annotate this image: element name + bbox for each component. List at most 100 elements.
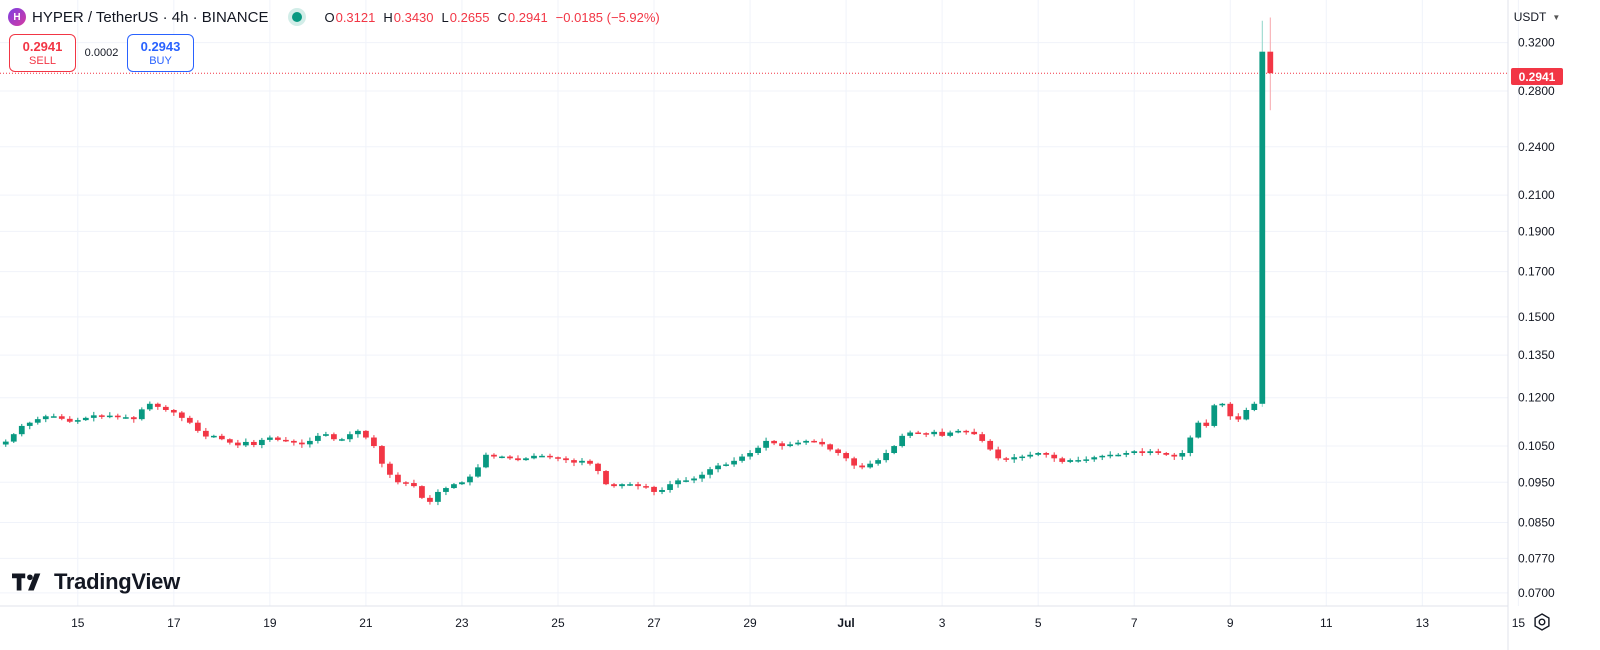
candle-body bbox=[963, 430, 970, 433]
ohlc-value: 0.2655 bbox=[449, 9, 490, 25]
last-price-label: 0.2941 bbox=[1511, 68, 1563, 85]
candle-body bbox=[419, 486, 425, 498]
candle-body bbox=[779, 443, 785, 447]
candle bbox=[971, 428, 978, 435]
price-axis[interactable]: 0.3200 0.2800 0.2400 0.2100 0.1900 0.1700 0.15… bbox=[1518, 36, 1555, 600]
candle bbox=[82, 416, 89, 421]
y-tick-label: 0.2800 bbox=[1518, 84, 1555, 98]
candle bbox=[923, 432, 930, 438]
candle bbox=[579, 458, 585, 466]
candle bbox=[931, 429, 938, 437]
time-axis[interactable]: 15 17 19 21 23 25 27 29 Jul 3 5 7 9 11 13 15 bbox=[71, 616, 1525, 630]
y-tick-label: 0.1350 bbox=[1518, 348, 1555, 362]
sell-button[interactable]: 0.2941 SELL bbox=[9, 34, 76, 72]
candle-body bbox=[363, 430, 369, 438]
candle bbox=[443, 486, 449, 496]
candle bbox=[10, 433, 17, 444]
candle-body bbox=[843, 453, 849, 459]
candle bbox=[1019, 454, 1026, 461]
candle-body bbox=[451, 484, 457, 489]
candle bbox=[555, 456, 561, 462]
candle-body bbox=[106, 415, 113, 418]
buy-price: 0.2943 bbox=[140, 38, 181, 54]
candle-body bbox=[1259, 51, 1266, 404]
candle-body bbox=[1043, 453, 1050, 455]
candle-body bbox=[595, 463, 601, 472]
candle-body bbox=[339, 439, 345, 441]
candle bbox=[1171, 452, 1178, 460]
buy-button[interactable]: 0.2943 BUY bbox=[127, 34, 194, 72]
candle bbox=[611, 482, 617, 488]
candle-body bbox=[282, 439, 289, 442]
candle-body bbox=[1075, 460, 1082, 462]
candle bbox=[1235, 413, 1242, 422]
candle bbox=[1131, 450, 1138, 455]
candle-body bbox=[755, 447, 761, 454]
candle bbox=[547, 453, 553, 460]
candle bbox=[347, 431, 353, 443]
candle bbox=[859, 463, 866, 470]
candle bbox=[331, 432, 337, 441]
candle-body bbox=[138, 409, 145, 420]
candle bbox=[90, 411, 97, 422]
candle-body bbox=[835, 449, 841, 454]
candle-body bbox=[90, 415, 97, 418]
candle bbox=[26, 421, 33, 430]
currency-selector[interactable]: USDT ▼ bbox=[1511, 5, 1563, 29]
candle-body bbox=[675, 480, 681, 485]
candle-body bbox=[266, 437, 273, 440]
candle-body bbox=[379, 446, 385, 464]
candle-body bbox=[1019, 456, 1026, 459]
y-tick-label: 0.1900 bbox=[1518, 224, 1555, 238]
candle-body bbox=[66, 418, 73, 422]
candle-body bbox=[1147, 451, 1154, 454]
ohlc-label: H bbox=[383, 9, 393, 25]
x-tick-label: 29 bbox=[743, 616, 757, 630]
candle-body bbox=[1083, 459, 1090, 461]
candle bbox=[138, 407, 145, 421]
ohlc-label: L bbox=[441, 9, 449, 25]
candle-body bbox=[715, 465, 721, 470]
candle-body bbox=[795, 442, 801, 445]
candle-body bbox=[130, 417, 137, 420]
candle bbox=[451, 482, 457, 489]
symbol-logo-icon[interactable]: H bbox=[8, 8, 26, 26]
candle bbox=[907, 430, 914, 439]
candle bbox=[595, 462, 601, 475]
settings-gear-icon[interactable] bbox=[1532, 612, 1552, 632]
candle bbox=[515, 455, 521, 462]
candle bbox=[274, 436, 281, 442]
x-tick-label: 19 bbox=[263, 616, 277, 630]
trade-panel: 0.2941 SELL 0.0002 0.2943 BUY bbox=[9, 34, 194, 72]
candle bbox=[1195, 420, 1202, 439]
candle-body bbox=[683, 480, 689, 482]
candle bbox=[771, 440, 777, 446]
ohlc-item: L 0.2655 bbox=[442, 10, 490, 25]
candle bbox=[715, 462, 721, 473]
candle bbox=[1043, 451, 1050, 458]
candle-body bbox=[499, 456, 505, 459]
candle-body bbox=[563, 458, 569, 461]
market-open-status-icon[interactable] bbox=[292, 12, 303, 22]
candle bbox=[659, 487, 665, 495]
candle bbox=[883, 449, 890, 463]
candle-body bbox=[803, 440, 809, 443]
candle bbox=[1243, 407, 1250, 421]
candle-body bbox=[971, 431, 978, 435]
candle-body bbox=[587, 460, 593, 464]
candle-body bbox=[1251, 403, 1258, 410]
ohlc-value: 0.3121 bbox=[335, 9, 376, 25]
candle bbox=[851, 456, 857, 469]
candle bbox=[234, 439, 241, 448]
chart-header: H HYPER / TetherUS · 4h · BINANCE O 0.312… bbox=[8, 6, 660, 28]
tradingview-logo[interactable]: TradingView bbox=[12, 569, 180, 595]
y-tick-label: 0.1200 bbox=[1518, 391, 1555, 405]
candle bbox=[779, 441, 785, 450]
candle-body bbox=[58, 416, 65, 419]
candle-body bbox=[291, 440, 297, 443]
symbol-title[interactable]: HYPER / TetherUS · 4h · BINANCE bbox=[32, 8, 269, 26]
candle-body bbox=[427, 497, 433, 502]
candle-body bbox=[611, 484, 617, 487]
x-tick-label: 15 bbox=[1512, 616, 1526, 630]
